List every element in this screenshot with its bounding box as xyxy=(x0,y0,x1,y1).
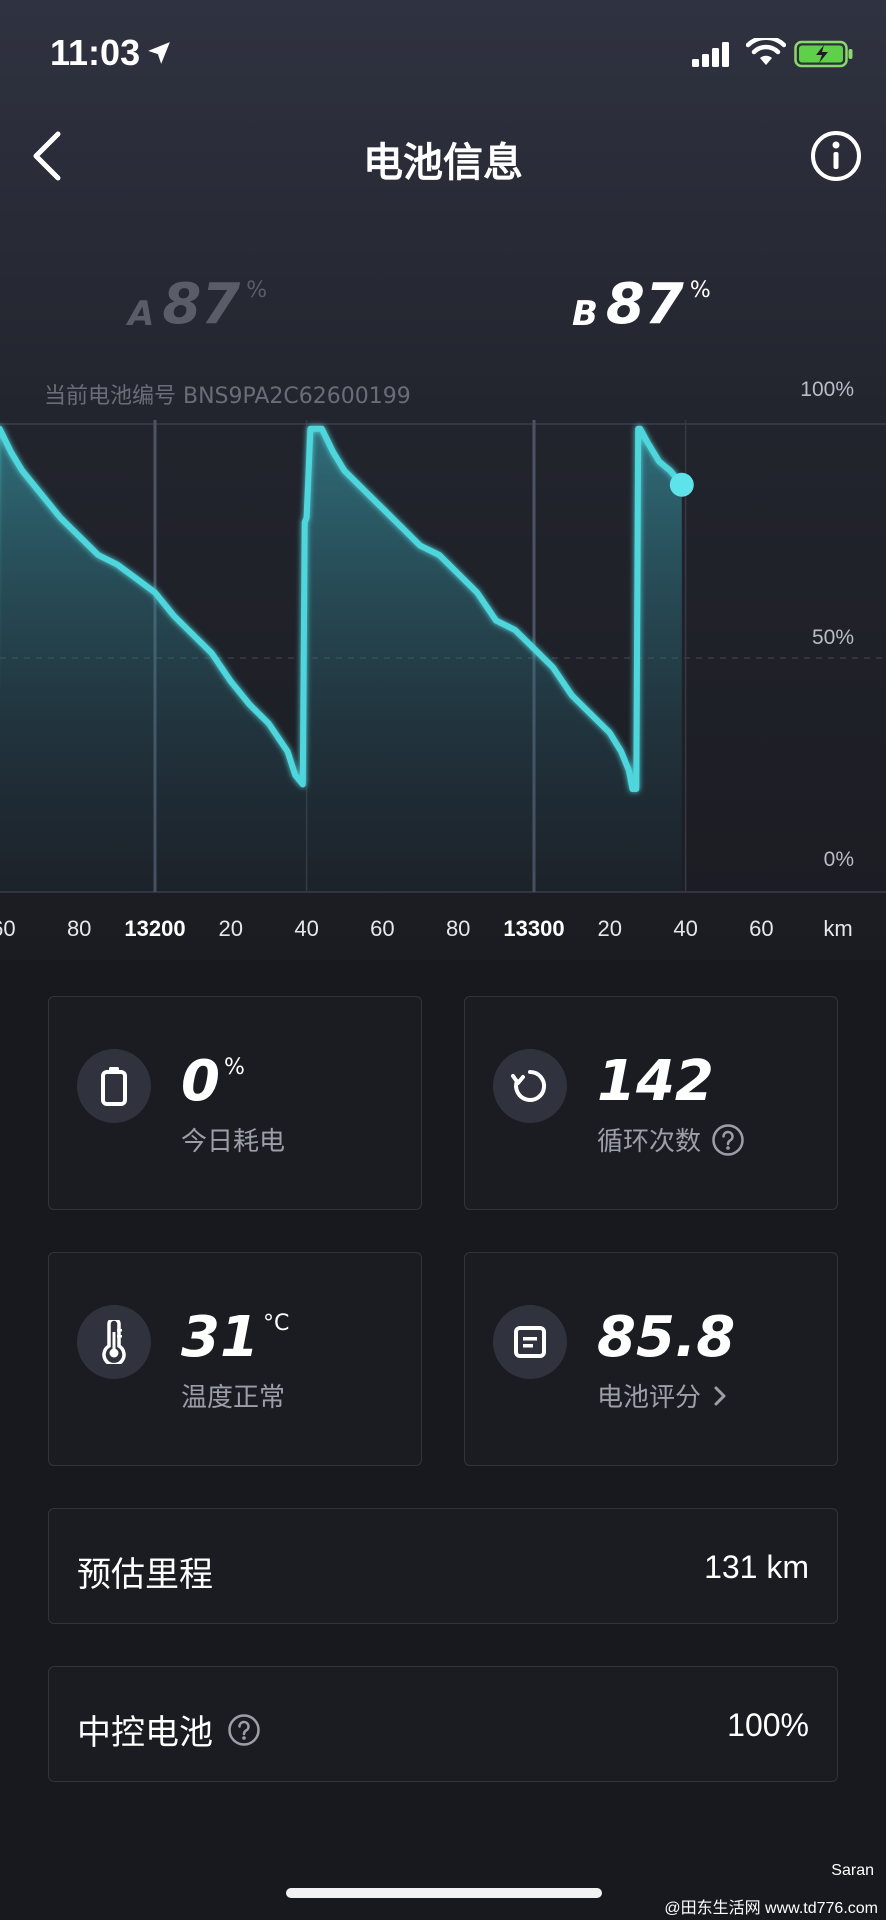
x-tick-label: 60 xyxy=(0,916,16,941)
battery-charging-icon xyxy=(794,40,853,68)
x-tick-label: 40 xyxy=(673,916,698,941)
battery-icon xyxy=(77,1049,151,1123)
estimated-range-value: 131 km xyxy=(704,1549,809,1585)
chart-series-line xyxy=(0,425,685,792)
daily-consumption-card: 0% 今日耗电 xyxy=(48,996,422,1210)
chevron-right-icon xyxy=(714,1386,726,1405)
x-tick-label: 40 xyxy=(294,916,319,941)
x-tick-label: 13200 xyxy=(124,916,186,941)
estimated-range-title: 预估里程 xyxy=(77,1555,213,1595)
x-tick-label: 20 xyxy=(597,916,623,941)
battery-id: 当前电池编号 BNS9PA2C62600199 xyxy=(44,384,411,409)
y-tick-label-100: 100% xyxy=(800,378,854,401)
status-time: 11:03 xyxy=(50,32,141,73)
location-arrow-icon xyxy=(148,42,170,64)
battery-a-level[interactable]: A 87% xyxy=(128,272,267,337)
temperature-card: 31 °C 温度正常 xyxy=(48,1252,422,1466)
watermark-site: @田东生活网 www.td776.com xyxy=(664,1900,878,1917)
battery-score-card[interactable]: 85.8 电池评分 xyxy=(464,1252,838,1466)
battery-score-label[interactable]: 电池评分 xyxy=(597,1377,729,1414)
battery-level-chart xyxy=(0,420,886,893)
cycle-count-label[interactable]: 循环次数 xyxy=(597,1121,745,1158)
battery-score-text: 电池评分 xyxy=(597,1383,702,1413)
wifi-icon xyxy=(746,38,786,65)
home-indicator[interactable] xyxy=(286,1888,602,1898)
battery-b-unit: % xyxy=(689,278,711,303)
help-icon[interactable] xyxy=(227,1713,261,1747)
x-tick-label: 60 xyxy=(749,916,774,941)
battery-b-level[interactable]: B 87% xyxy=(572,272,711,337)
help-icon[interactable] xyxy=(711,1123,745,1157)
watermark-name: Saran xyxy=(831,1862,874,1879)
daily-consumption-value: 0% xyxy=(181,1049,245,1114)
refresh-cycle-icon xyxy=(493,1049,567,1123)
battery-b-letter: B xyxy=(572,294,598,334)
central-battery-row: 中控电池 100% xyxy=(48,1666,838,1782)
document-icon xyxy=(493,1305,567,1379)
status-bar: 11:03 xyxy=(0,0,886,110)
central-battery-text: 中控电池 xyxy=(77,1713,213,1753)
back-button[interactable] xyxy=(24,124,72,188)
x-tick-label: 20 xyxy=(218,916,244,941)
current-level-dot xyxy=(669,472,694,497)
signal-icon xyxy=(692,42,729,67)
x-tick-label: 80 xyxy=(66,916,92,941)
battery-a-unit: % xyxy=(246,278,268,303)
cycle-count-card: 142 循环次数 xyxy=(464,996,838,1210)
central-battery-title: 中控电池 xyxy=(77,1705,261,1754)
info-icon[interactable] xyxy=(808,128,864,184)
page-title: 电池信息 xyxy=(363,140,523,186)
x-tick-label: 80 xyxy=(445,916,471,941)
thermometer-icon xyxy=(77,1305,151,1379)
daily-consumption-label: 今日耗电 xyxy=(181,1127,286,1157)
battery-b-value: 87 xyxy=(605,272,684,337)
x-tick-label: 60 xyxy=(370,916,395,941)
y-tick-label-50: 50% xyxy=(811,626,854,649)
x-axis-unit: km xyxy=(823,916,853,941)
cycle-count-text: 循环次数 xyxy=(597,1127,702,1157)
temperature-label: 温度正常 xyxy=(181,1383,286,1413)
temperature-value: 31 °C xyxy=(181,1305,290,1370)
chart-area-fill xyxy=(0,428,682,892)
estimated-range-row: 预估里程 131 km xyxy=(48,1508,838,1624)
battery-a-letter: A xyxy=(128,294,155,334)
y-tick-label-0: 0% xyxy=(823,848,854,871)
cycle-count-value: 142 xyxy=(597,1049,714,1114)
battery-a-value: 87 xyxy=(162,272,241,337)
battery-score-value: 85.8 xyxy=(597,1305,736,1370)
central-battery-value: 100% xyxy=(727,1707,809,1743)
x-tick-label: 13300 xyxy=(503,916,565,941)
